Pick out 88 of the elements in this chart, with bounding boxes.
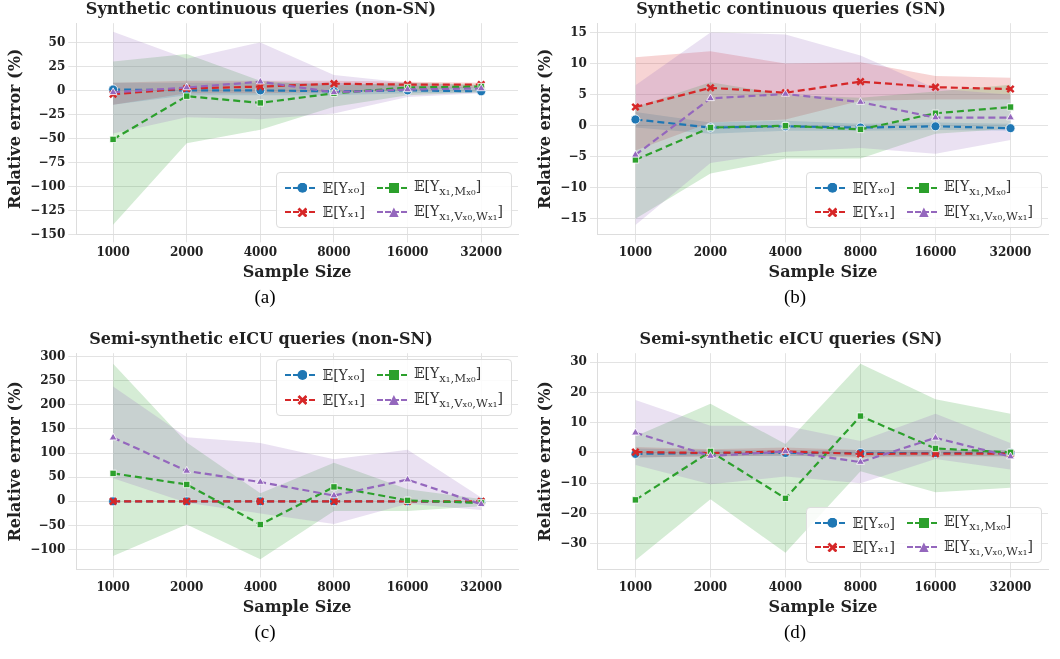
legend-label: 𝔼[Yₓ₀] <box>322 367 365 384</box>
x-tick-label: 32000 <box>989 244 1032 259</box>
x-tick-label: 2000 <box>693 244 728 259</box>
y-tick-label: 0 <box>56 493 66 508</box>
x-tick-label: 16000 <box>386 579 429 594</box>
y-tick-label: −50 <box>38 517 66 532</box>
x-tick-label: 32000 <box>460 244 503 259</box>
y-axis-title: Relative error (%) <box>534 381 554 542</box>
chart-title: Semi-synthetic eICU queries (non-SN) <box>89 328 433 348</box>
y-axis-title: Relative error (%) <box>534 48 554 210</box>
legend-label: 𝔼[Yₓ₀] <box>852 514 895 531</box>
x-tick-label: 4000 <box>768 579 803 594</box>
x-tick-label: 32000 <box>989 579 1032 594</box>
x-axis-title: Sample Size <box>242 261 352 281</box>
legend-label: 𝔼[Y$_{x₁,Vₓ₀,Wₓ₁}$] <box>413 389 503 410</box>
legend-label: 𝔼[Y$_{x₁,Mₓ₀}$] <box>413 365 482 385</box>
y-tick-label: 50 <box>48 34 66 49</box>
x-tick-label: 8000 <box>317 244 351 259</box>
x-tick-label: 1000 <box>96 579 130 594</box>
x-tick-label: 4000 <box>243 244 278 259</box>
y-tick-label: 200 <box>40 396 66 411</box>
y-axis-title: Relative error (%) <box>4 381 24 542</box>
legend-label: 𝔼[Yₓ₀] <box>322 179 365 196</box>
x-tick-label: 8000 <box>317 579 351 594</box>
x-tick-label: 1000 <box>96 244 130 259</box>
y-tick-label: −125 <box>30 202 66 217</box>
legend-label: 𝔼[Yₓ₁] <box>852 539 895 556</box>
y-tick-label: 100 <box>40 445 66 460</box>
y-tick-label: −100 <box>30 541 66 556</box>
legend-label: 𝔼[Yₓ₁] <box>322 391 365 408</box>
text: (a) <box>253 286 277 308</box>
y-tick-label: −10 <box>560 179 587 194</box>
legend-label: 𝔼[Y$_{x₁,Vₓ₀,Wₓ₁}$] <box>413 202 503 223</box>
x-tick-label: 8000 <box>843 579 878 594</box>
y-tick-label: −100 <box>30 178 66 193</box>
y-tick-label: 0 <box>578 117 587 132</box>
x-tick-label: 1000 <box>618 244 653 259</box>
y-tick-label: −30 <box>560 535 587 550</box>
x-tick-label: 8000 <box>843 244 878 259</box>
x-tick-label: 2000 <box>693 579 728 594</box>
legend-label: 𝔼[Yₓ₁] <box>852 204 895 221</box>
x-tick-label: 16000 <box>914 579 957 594</box>
x-tick-label: 2000 <box>170 579 204 594</box>
y-tick-label: 150 <box>40 421 66 436</box>
y-tick-label: 30 <box>570 354 587 369</box>
legend-label: 𝔼[Y$_{x₁,Vₓ₀,Wₓ₁}$] <box>943 537 1033 558</box>
legend-label: 𝔼[Yₓ₀] <box>852 179 895 196</box>
y-tick-label: −150 <box>30 226 66 241</box>
y-tick-label: −20 <box>560 505 587 520</box>
text: (c) <box>253 621 277 643</box>
legend-label: 𝔼[Y$_{x₁,Mₓ₀}$] <box>943 177 1012 198</box>
y-tick-label: 250 <box>40 372 66 387</box>
y-tick-label: −50 <box>38 130 66 145</box>
y-tick-label: −15 <box>560 211 587 225</box>
x-tick-label: 4000 <box>768 244 803 259</box>
y-tick-label: 10 <box>570 55 587 70</box>
y-tick-label: −10 <box>560 475 587 490</box>
y-tick-label: 20 <box>570 384 587 399</box>
text: (b) <box>782 286 808 308</box>
y-tick-label: −25 <box>38 106 66 121</box>
chart-title: Synthetic continuous queries (SN) <box>636 0 946 18</box>
x-tick-label: 4000 <box>243 579 278 594</box>
y-tick-label: −75 <box>38 154 66 169</box>
x-axis-title: Sample Size <box>768 596 878 616</box>
legend-label: 𝔼[Y$_{x₁,Vₓ₀,Wₓ₁}$] <box>943 202 1033 223</box>
y-tick-label: 5 <box>578 86 587 101</box>
x-tick-label: 1000 <box>618 579 653 594</box>
y-tick-label: 50 <box>48 469 66 484</box>
text: (d) <box>782 621 808 643</box>
y-axis-title: Relative error (%) <box>4 48 24 210</box>
legend-label: 𝔼[Yₓ₁] <box>322 204 365 221</box>
chart-title: Semi-synthetic eICU queries (SN) <box>639 328 943 348</box>
x-tick-label: 2000 <box>170 244 204 259</box>
y-tick-label: 10 <box>570 414 587 429</box>
chart-title: Synthetic continuous queries (non-SN) <box>85 0 437 18</box>
y-tick-label: 300 <box>40 348 66 363</box>
legend-label: 𝔼[Y$_{x₁,Mₓ₀}$] <box>943 512 1012 533</box>
legend-label: 𝔼[Y$_{x₁,Mₓ₀}$] <box>413 177 482 198</box>
y-tick-label: 25 <box>48 58 66 73</box>
y-tick-label: 0 <box>578 445 587 460</box>
x-axis-title: Sample Size <box>768 261 878 281</box>
x-axis-title: Sample Size <box>242 596 352 616</box>
y-tick-label: 0 <box>56 82 66 97</box>
y-tick-label: 15 <box>570 24 587 39</box>
x-tick-label: 16000 <box>914 244 957 259</box>
x-tick-label: 16000 <box>386 244 429 259</box>
y-tick-label: −5 <box>568 148 587 163</box>
x-tick-label: 32000 <box>460 579 503 594</box>
